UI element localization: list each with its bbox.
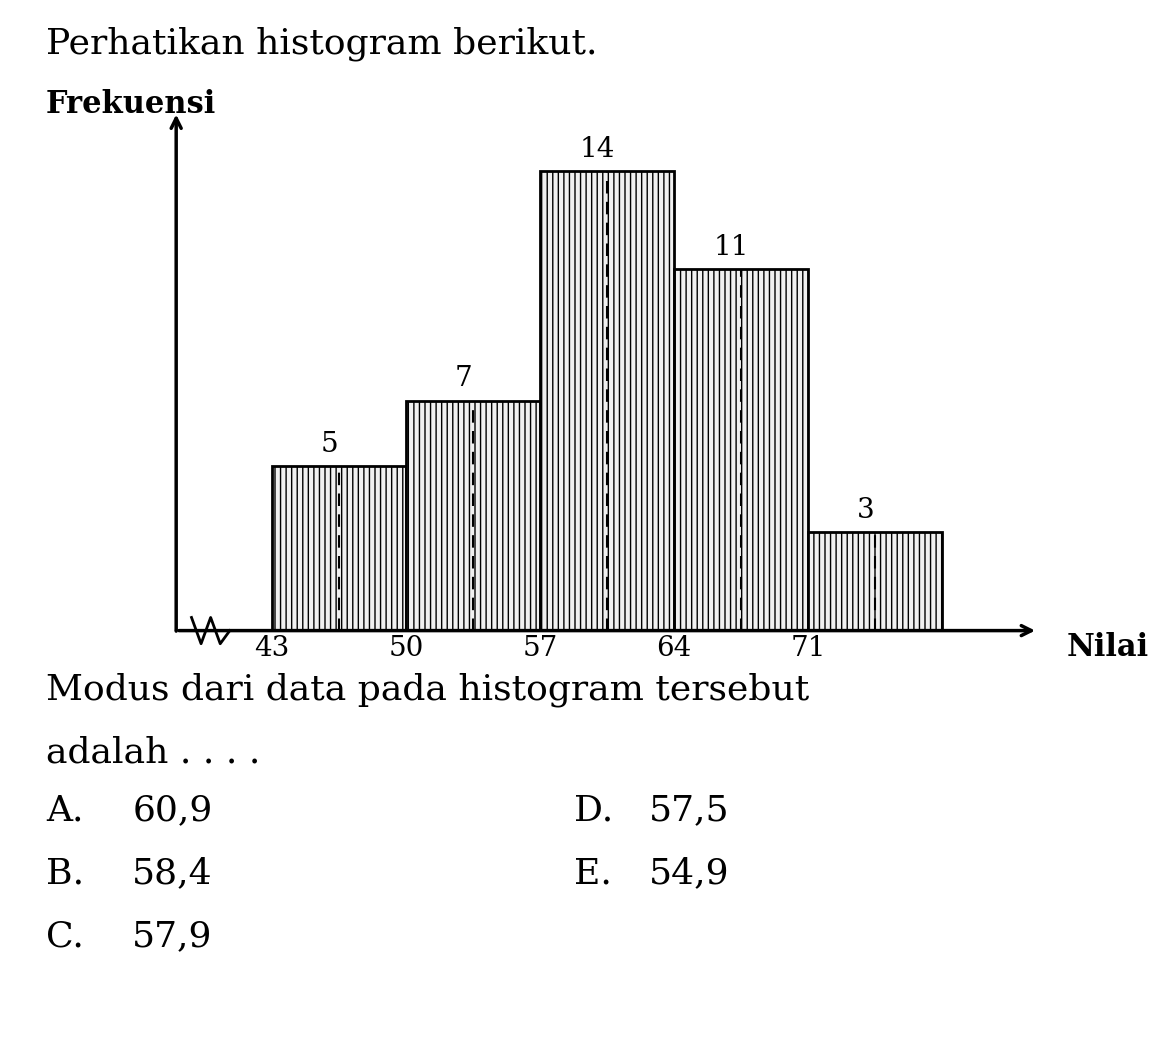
Text: Frekuensi: Frekuensi bbox=[46, 89, 216, 120]
Text: 58,4: 58,4 bbox=[132, 857, 213, 890]
Bar bbox=[406, 400, 540, 631]
Text: D.: D. bbox=[574, 794, 614, 827]
Text: C.: C. bbox=[46, 920, 84, 953]
Bar bbox=[674, 269, 808, 631]
Text: A.: A. bbox=[46, 794, 84, 827]
Text: 3: 3 bbox=[857, 497, 874, 523]
Text: adalah . . . .: adalah . . . . bbox=[46, 736, 261, 769]
Text: 57,9: 57,9 bbox=[132, 920, 213, 953]
Bar bbox=[808, 532, 942, 631]
Text: 11: 11 bbox=[714, 234, 749, 261]
Text: 14: 14 bbox=[580, 136, 615, 163]
Bar bbox=[540, 170, 674, 631]
Text: 54,9: 54,9 bbox=[649, 857, 730, 890]
Text: 7: 7 bbox=[455, 366, 472, 392]
Text: 60,9: 60,9 bbox=[132, 794, 213, 827]
Text: 5: 5 bbox=[321, 431, 338, 458]
Text: E.: E. bbox=[574, 857, 612, 890]
Bar bbox=[272, 467, 406, 631]
Text: Modus dari data pada histogram tersebut: Modus dari data pada histogram tersebut bbox=[46, 673, 809, 707]
Text: 57,5: 57,5 bbox=[649, 794, 730, 827]
Text: Nilai: Nilai bbox=[1066, 632, 1149, 662]
Text: Perhatikan histogram berikut.: Perhatikan histogram berikut. bbox=[46, 26, 597, 61]
Text: B.: B. bbox=[46, 857, 84, 890]
